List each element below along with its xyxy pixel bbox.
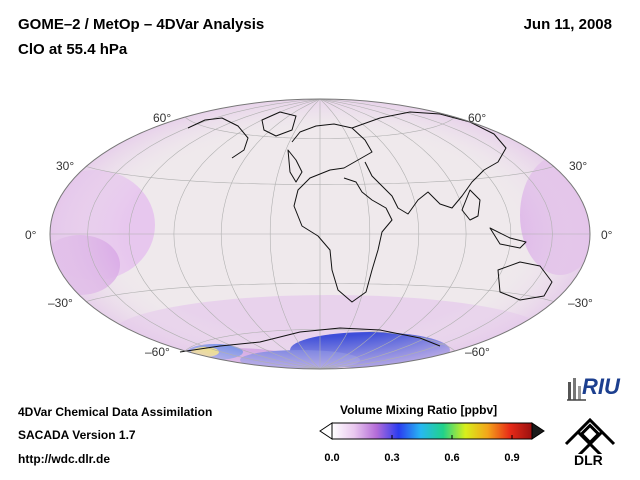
lat-label-60s-right: –60° (465, 345, 490, 359)
graticule-meridian (220, 99, 321, 369)
graticule-meridian (173, 99, 321, 369)
footer-line-1: 4DVar Chemical Data Assimilation (18, 405, 213, 419)
riu-logo-mark (567, 378, 586, 401)
lat-label-60n-left: 60° (153, 111, 172, 125)
graticule-meridian (128, 99, 321, 369)
lat-label-30n-left: 30° (56, 159, 75, 173)
graticule-meridian (269, 99, 321, 369)
footer-line-3: http://wdc.dlr.de (18, 452, 110, 466)
lat-label-60s-left: –60° (145, 345, 170, 359)
colorbar-tick-label: 0.0 (324, 452, 340, 464)
lat-label-30s-right: –30° (568, 296, 593, 310)
date-label: Jun 11, 2008 (523, 16, 612, 33)
colorbar-tick-label: 0.3 (384, 452, 400, 464)
colorbar-min-arrow (319, 422, 333, 440)
dlr-logo-text: DLR (574, 452, 603, 468)
title-line-2: ClO at 55.4 hPa (18, 41, 128, 58)
lat-label-0-left: 0° (25, 228, 37, 242)
graticule-meridian (319, 99, 512, 369)
lat-label-30s-left: –30° (48, 296, 73, 310)
graticule-meridian (319, 99, 420, 369)
colorbar (319, 422, 545, 440)
colorbar-title: Volume Mixing Ratio [ppbv] (340, 403, 498, 417)
lat-label-60n-right: 60° (468, 111, 487, 125)
dlr-logo: DLR (560, 414, 620, 470)
riu-logo: RIU (566, 374, 626, 402)
lat-label-30n-right: 30° (569, 159, 588, 173)
title-line-1: GOME–2 / MetOp – 4DVar Analysis (18, 16, 265, 33)
dlr-logo-mark (564, 417, 616, 454)
lat-label-0-right: 0° (601, 228, 613, 242)
graticule-meridian (319, 99, 371, 369)
graticule-meridian (319, 99, 553, 369)
footer-line-2: SACADA Version 1.7 (18, 428, 136, 442)
colorbar-bar (331, 422, 533, 440)
colorbar-max-arrow (531, 422, 545, 440)
colorbar-tick-label: 0.9 (504, 452, 520, 464)
colorbar-tick-label: 0.6 (444, 452, 460, 464)
riu-logo-text: RIU (582, 374, 620, 399)
